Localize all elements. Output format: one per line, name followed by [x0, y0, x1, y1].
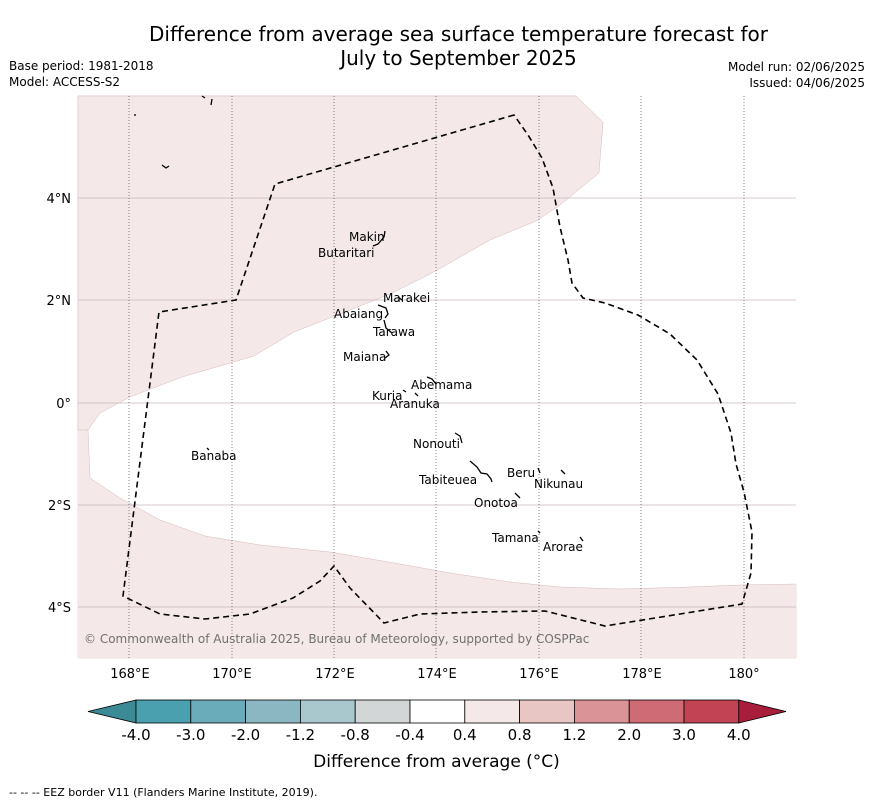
meta-right: Model run: 02/06/2025 Issued: 04/06/2025 [728, 59, 865, 91]
colorbar-swatch [354, 699, 411, 724]
coast-banaba [206, 447, 210, 451]
coast-small-1 [161, 164, 170, 169]
colorbar-tick-label: 1.2 [562, 726, 586, 744]
colorbar-tick-label: -0.4 [395, 726, 424, 744]
coast-abaiang [377, 304, 389, 319]
coast-kuria [402, 389, 419, 397]
x-tick-label: 172°E [315, 667, 355, 682]
y-tick-label: 2°S [48, 499, 71, 514]
anomaly-area-white [88, 96, 796, 589]
model-run: Model run: 02/06/2025 [727, 60, 865, 74]
colorbar-swatch [299, 699, 356, 724]
colorbar-tick-label: -3.0 [176, 726, 205, 744]
x-tick-label: 174°E [417, 667, 457, 682]
place-label: Makin [349, 230, 385, 244]
place-label: Beru [507, 466, 535, 480]
place-label: Marakei [383, 291, 430, 305]
place-label: Kuria [372, 389, 403, 403]
colorbar-tick-label: 2.0 [617, 726, 641, 744]
issued-date: Issued: 04/06/2025 [749, 76, 865, 90]
coast-onotoa [514, 492, 521, 499]
colorbar-title: Difference from average (°C) [313, 752, 560, 772]
colorbar-swatch [628, 699, 685, 724]
y-tick-label: 4°N [47, 192, 72, 207]
coast-beru [537, 467, 541, 474]
colorbar-swatch [409, 699, 466, 724]
coast-tamana [537, 530, 541, 534]
colorbar-swatch [519, 699, 575, 724]
colorbar-tick-label: -2.0 [231, 726, 260, 744]
place-label: Maiana [343, 350, 386, 364]
place-label: Nikunau [534, 477, 583, 491]
place-labels: Makin Butaritari Marakei Abaiang Tarawa … [191, 230, 583, 554]
title-line-1: Difference from average sea surface temp… [148, 22, 768, 46]
coast-tarawa [383, 319, 393, 334]
y-axis-labels: 4°N 2°N 0° 2°S 4°S [47, 192, 72, 616]
colorbar-tick-label: -1.2 [286, 726, 315, 744]
base-period: Base period: 1981-2018 [9, 59, 154, 73]
copyright-notice: © Commonwealth of Australia 2025, Bureau… [84, 632, 590, 646]
colorbar-swatches [87, 699, 787, 724]
eez-source-note: -- -- -- EEZ border V11 (Flanders Marine… [9, 786, 318, 799]
x-tick-label: 176°E [519, 667, 559, 682]
place-label: Tabiteuea [418, 473, 477, 487]
colorbar-swatch [190, 699, 247, 724]
place-label: Tamana [491, 531, 539, 545]
colorbar-swatch [464, 699, 520, 724]
colorbar-swatch [245, 699, 301, 724]
coast-maiana [384, 350, 390, 359]
gridlines [78, 197, 796, 608]
coast-makin [372, 230, 386, 247]
place-label: Butaritari [318, 246, 375, 260]
place-label: Onotoa [474, 496, 518, 510]
colorbar-swatch [135, 699, 192, 724]
x-axis-labels: 168°E 170°E 172°E 174°E 176°E 178°E 180° [110, 667, 759, 682]
place-label: Abaiang [334, 307, 383, 321]
colorbar-tick-label: 0.8 [508, 726, 532, 744]
colorbar-swatch [683, 699, 740, 724]
x-tick-label: 168°E [110, 667, 150, 682]
eez-border-gilbert [122, 114, 753, 627]
place-label: Tarawa [372, 325, 415, 339]
coast-nonouti [454, 432, 463, 444]
place-label: Aranuka [390, 397, 440, 411]
anomaly-area-north-tint [77, 95, 604, 431]
colorbar-tick-label: -4.0 [121, 726, 150, 744]
coast-top-left [134, 95, 213, 116]
colorbar-tick-labels: -4.0 -3.0 -2.0 -1.2 -0.8 -0.4 0.4 0.8 1.2 2.0 3.0 4… [121, 726, 750, 744]
x-tick-label: 180° [728, 667, 759, 682]
y-tick-label: 2°N [47, 294, 72, 309]
coast-marakei [397, 296, 403, 301]
colorbar-tick-label: 0.4 [453, 726, 477, 744]
coastlines [134, 95, 584, 542]
colorbar-tick-label: 3.0 [672, 726, 696, 744]
coast-arorae [579, 536, 584, 542]
meridians [128, 96, 745, 658]
place-label: Banaba [191, 449, 237, 463]
x-tick-label: 178°E [622, 667, 662, 682]
title-line-2: July to September 2025 [340, 46, 577, 70]
y-tick-label: 4°S [48, 601, 71, 616]
place-label: Abemama [411, 378, 472, 392]
meta-left: Base period: 1981-2018 Model: ACCESS-S2 [9, 58, 154, 90]
colorbar-extend-low [87, 699, 137, 724]
model-name: Model: ACCESS-S2 [9, 75, 121, 89]
colorbar-tick-label: 4.0 [727, 726, 751, 744]
coast-tabiteuea [469, 460, 493, 483]
y-tick-label: 0° [56, 397, 71, 412]
x-tick-label: 170°E [212, 667, 252, 682]
colorbar-extend-high [738, 699, 787, 724]
place-label: Nonouti [413, 437, 460, 451]
anomaly-area-west-edge [78, 96, 796, 658]
coast-abemama [426, 376, 437, 385]
colorbar-tick-label: -0.8 [341, 726, 370, 744]
place-label: Arorae [543, 540, 583, 554]
colorbar-swatch [574, 699, 630, 724]
coast-nikunau [560, 469, 566, 475]
map-title: Difference from average sea surface temp… [0, 22, 873, 70]
